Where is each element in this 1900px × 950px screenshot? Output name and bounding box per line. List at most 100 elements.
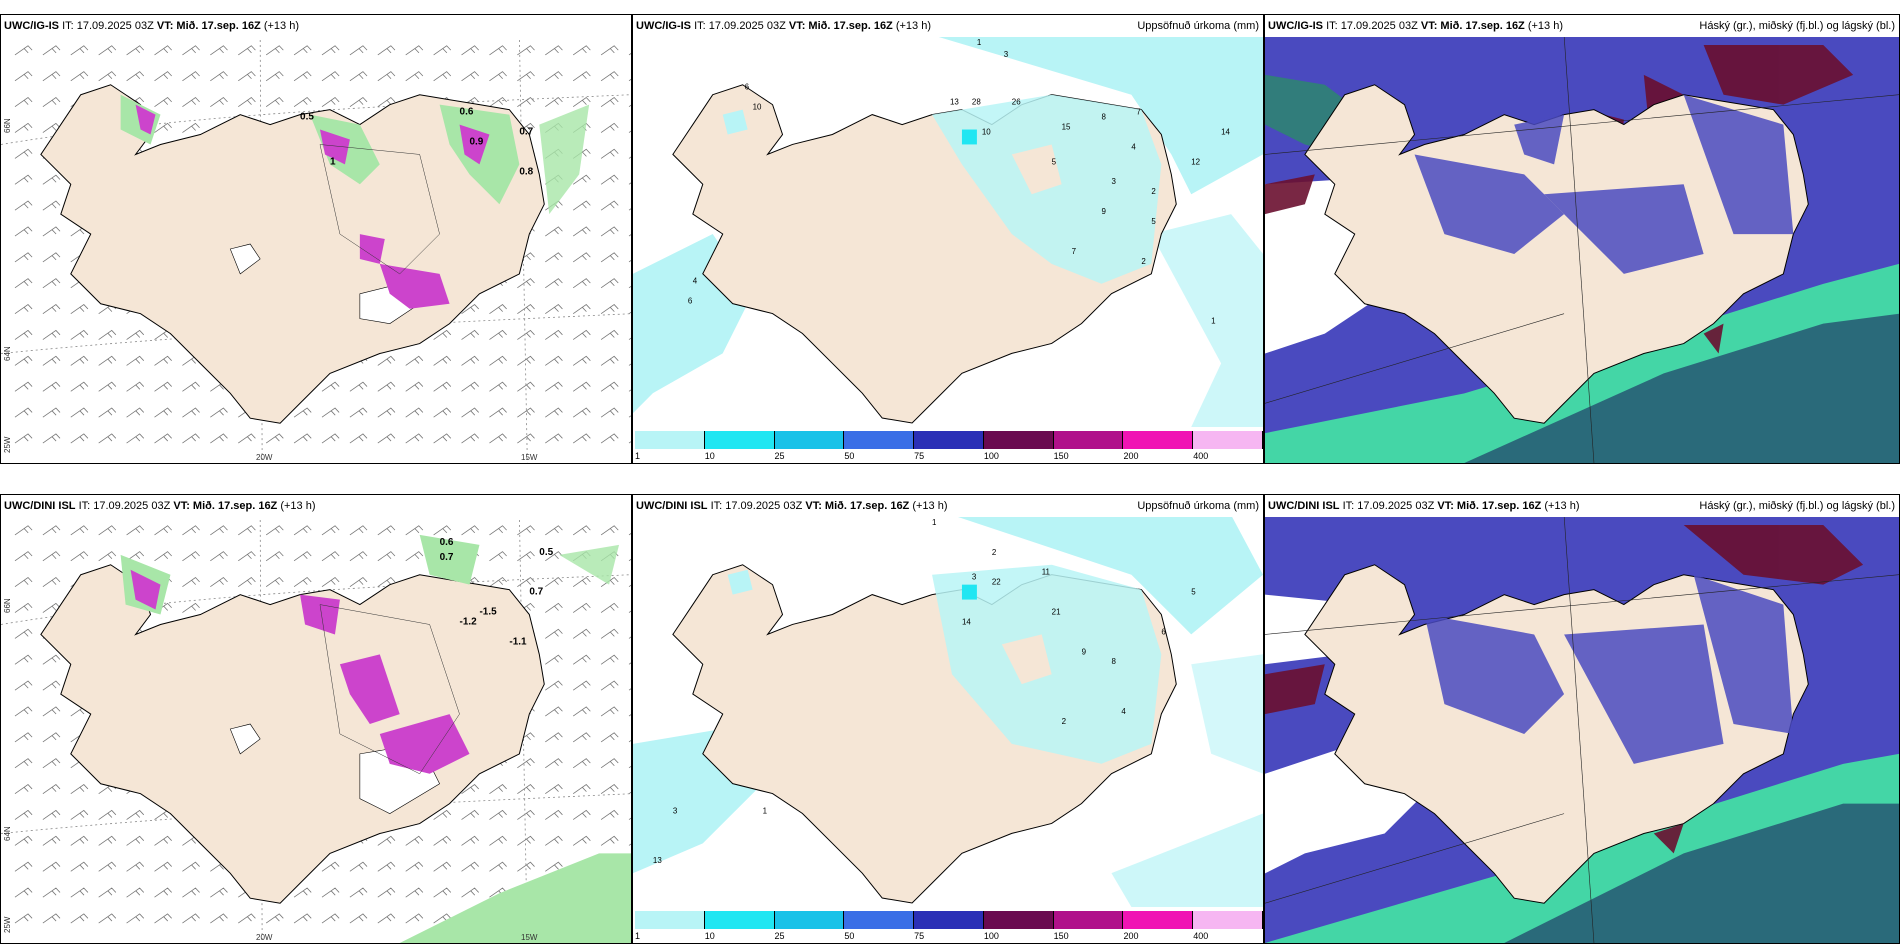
map-value-label: -1.5 (479, 607, 497, 618)
colorbar-tick-label: 25 (774, 931, 785, 941)
wind-barb (377, 861, 396, 872)
wind-barb (517, 278, 535, 289)
wind-barb (600, 628, 619, 639)
wind-barb (572, 433, 591, 444)
wind-barb (545, 784, 563, 795)
wind-barb (321, 887, 340, 898)
map-value-label: 0.8 (519, 166, 533, 177)
map-value-label: 4 (693, 277, 698, 286)
wind-barb (545, 71, 563, 82)
colorbar-tick-label: 10 (704, 451, 715, 461)
wind-barb (461, 45, 479, 56)
wind-barb (377, 551, 396, 562)
valid-time: VT: Mið. 17.sep. 16Z (788, 20, 893, 32)
wind-barb (126, 525, 145, 536)
panel-precip-ig-is: UWC/IG-IS IT: 17.09.2025 03Z VT: Mið. 17… (632, 14, 1264, 464)
wind-barb (98, 407, 117, 418)
wind-barb (572, 329, 591, 340)
wind-barb (14, 355, 33, 366)
wind-barb (321, 913, 340, 924)
wind-barb (349, 45, 368, 56)
wind-barb (489, 304, 507, 315)
wind-barb (98, 525, 117, 536)
wind-barb (14, 407, 33, 418)
wind-map: 0.6 0.7 0.5 -1.2 -1.1 -1.5 0.7 (1, 515, 631, 943)
wind-barb (154, 407, 172, 418)
map-value-label: 13 (950, 98, 959, 107)
wind-barb (321, 381, 340, 392)
wind-barb (545, 628, 563, 639)
wind-barb (70, 407, 89, 418)
wind-barb (98, 355, 117, 366)
wind-barb (321, 407, 340, 418)
init-time: IT: 17.09.2025 03Z (78, 500, 171, 512)
map-value-label: 0.6 (440, 537, 454, 548)
wind-barb (349, 577, 368, 587)
map-value-label: 0.5 (539, 547, 553, 558)
wind-barb (600, 252, 619, 263)
wind-barb (14, 71, 33, 82)
map-value-label: 7 (1136, 108, 1141, 117)
wind-barb (210, 551, 228, 562)
wind-barb (461, 355, 479, 366)
wind-barb (42, 278, 61, 289)
precip-map: 1 3 6 10 13 28 26 15 8 7 10 5 4 3 2 14 12 9 7 5 1 2 4 6 (633, 35, 1263, 427)
map-value-label: 12 (1191, 157, 1200, 166)
wind-barb (42, 304, 61, 315)
wind-barb (600, 809, 619, 820)
wind-barb (572, 97, 591, 107)
lead-time: (+13 h) (280, 500, 316, 512)
wind-labels: 0.6 0.7 0.5 -1.2 -1.1 -1.5 0.7 (440, 537, 554, 648)
model-name: UWC/DINI ISL (636, 500, 708, 512)
wind-barb (377, 525, 396, 536)
wind-barb (42, 433, 61, 444)
wind-barb (600, 577, 619, 587)
map-svg: 0.6 0.7 0.5 -1.2 -1.1 -1.5 0.7 (1, 515, 631, 943)
colorbar-tick-label: 25 (774, 451, 785, 461)
wind-barb (489, 784, 507, 795)
wind-barb (377, 835, 396, 846)
wind-barb (349, 381, 368, 392)
wind-barb (293, 577, 312, 587)
colorbar-tick-label: 1 (635, 451, 641, 461)
wind-barb (70, 71, 89, 82)
wind-barb (433, 45, 452, 56)
precip-shading (120, 94, 590, 309)
panel-header: UWC/IG-IS IT: 17.09.2025 03Z VT: Mið. 17… (1265, 15, 1899, 37)
map-value-label: 11 (1042, 568, 1051, 577)
wind-barb (517, 551, 535, 562)
wind-barb (42, 654, 61, 665)
wind-barb (433, 355, 452, 366)
wind-barb (14, 122, 33, 133)
wind-barb (238, 525, 256, 536)
wind-barb (572, 200, 591, 211)
wind-barb (517, 304, 535, 315)
wind-barb (98, 329, 117, 340)
wind-barb (349, 551, 368, 562)
wind-barb (600, 758, 619, 769)
map-value-label: 6 (1161, 627, 1166, 636)
wind-barb (517, 433, 535, 444)
wind-barb (489, 809, 507, 820)
wind-barb (517, 577, 535, 587)
map-value-label: 22 (992, 578, 1001, 587)
panel-header: UWC/DINI ISL IT: 17.09.2025 03Z VT: Mið.… (633, 495, 1263, 517)
lat-label-64: 64N (3, 826, 12, 841)
wind-barb (14, 784, 33, 795)
wind-barb (210, 577, 228, 587)
wind-barb (14, 252, 33, 263)
wind-barb (126, 45, 145, 56)
wind-barb (98, 809, 117, 820)
init-time: IT: 17.09.2025 03Z (710, 500, 803, 512)
map-svg: 1 2 3 11 22 21 14 9 8 6 5 4 2 13 3 1 (633, 515, 1263, 907)
wind-barb (572, 304, 591, 315)
wind-barb (545, 381, 563, 392)
colorbar-segment (914, 431, 984, 449)
map-value-label: 2 (992, 548, 997, 557)
wind-barb (433, 407, 452, 418)
wind-barb (182, 407, 200, 418)
map-value-label: 2 (1062, 717, 1067, 726)
wind-barb (433, 71, 452, 82)
wind-barb (405, 835, 424, 846)
colorbar-tick-label: 75 (914, 451, 925, 461)
